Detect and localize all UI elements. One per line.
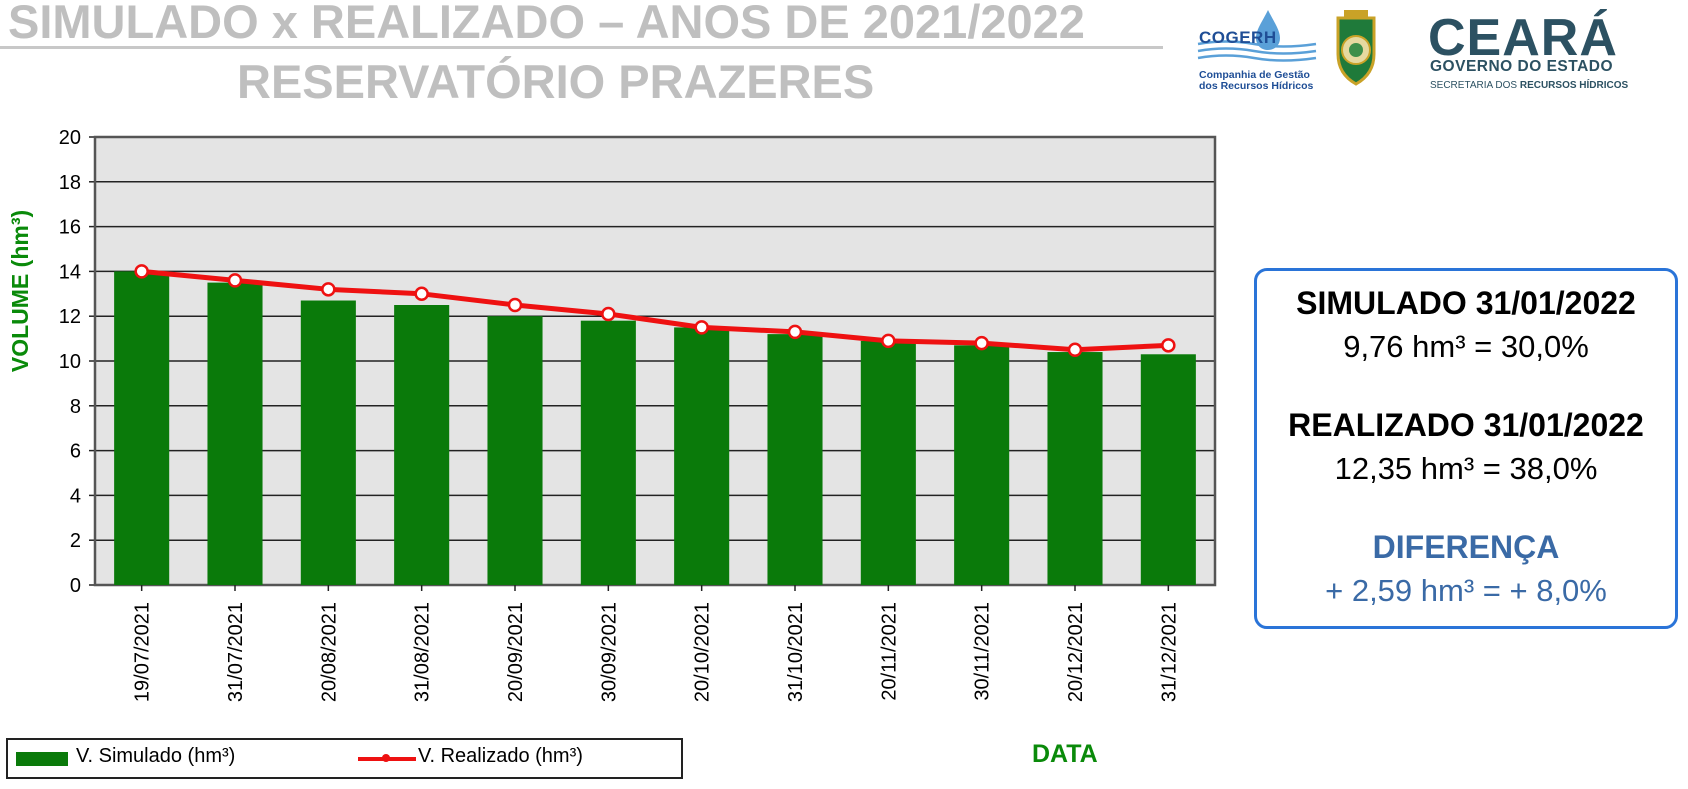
point-realizado [227, 273, 243, 288]
y-tick-label: 8 [70, 396, 81, 418]
point-realizado [881, 333, 896, 349]
x-tick-label: 30/09/2021 [598, 602, 620, 702]
y-tick-label: 16 [59, 217, 81, 239]
x-tick-label: 30/11/2021 [972, 602, 994, 701]
bar-simulado [300, 300, 356, 585]
realizado-value: 12,35 hm³ = 38,0% [1334, 451, 1598, 486]
legend-swatch-simulado [16, 752, 68, 766]
bar-simulado [767, 334, 823, 585]
point-realizado [321, 282, 336, 297]
x-tick-label: 31/08/2021 [412, 602, 434, 702]
bar-simulado [1140, 354, 1196, 585]
bar-simulado [114, 271, 170, 585]
diferenca-title: DIFERENÇA [1372, 529, 1560, 565]
legend-label-simulado: V. Simulado (hm³) [76, 745, 236, 767]
page-title: SIMULADO x REALIZADO – ANOS DE 2021/2022 [8, 0, 1085, 48]
legend-label-realizado: V. Realizado (hm³) [418, 745, 583, 767]
y-tick-label: 0 [70, 575, 81, 597]
point-realizado [134, 264, 149, 279]
cogerh-sub-line1: Companhia de Gestão [1199, 69, 1310, 81]
ceara-gov-text: GOVERNO DO ESTADO [1430, 58, 1614, 75]
y-tick-label: 10 [59, 351, 81, 373]
y-tick-label: 6 [70, 441, 81, 463]
x-tick-label: 19/07/2021 [132, 602, 154, 702]
point-realizado [1067, 342, 1083, 358]
page-subtitle: RESERVATÓRIO PRAZERES [237, 55, 875, 108]
y-tick-label: 4 [70, 485, 81, 507]
y-tick-label: 20 [59, 127, 81, 149]
cogerh-logo-text: COGERH [1199, 28, 1277, 47]
plot-border [93, 135, 1217, 587]
line-realizado [141, 268, 1169, 353]
legend-marker-realizado [382, 754, 390, 762]
simulado-value: 9,76 hm³ = 30,0% [1343, 329, 1589, 364]
summary-box: SIMULADO 31/01/2022 9,76 hm³ = 30,0% REA… [1254, 268, 1678, 629]
bar-simulado [580, 320, 636, 585]
logos-graphic [1197, 10, 1376, 86]
point-realizado [601, 306, 616, 322]
ceara-sec-part1: SECRETARIA DOS [1430, 80, 1520, 91]
volume-chart: 0 2 4 6 8 10 12 14 16 18 20 19/07/2021 31/07/2021 20/… [7, 127, 1217, 702]
point-realizado [1161, 338, 1176, 353]
y-tick-label: 12 [59, 306, 81, 328]
state-seal-icon [1336, 10, 1376, 86]
bar-simulado [954, 345, 1010, 585]
y-tick-label: 2 [70, 530, 81, 552]
y-tick-label: 18 [59, 172, 81, 194]
title-divider [0, 46, 1163, 49]
diferenca-value: + 2,59 hm³ = + 8,0% [1325, 573, 1607, 608]
point-realizado [694, 320, 709, 335]
y-axis-label: VOLUME (hm³) [7, 210, 33, 372]
ceara-secretaria-text: SECRETARIA DOS RECURSOS HÍDRICOS [1430, 80, 1628, 91]
chart-legend: V. Simulado (hm³) V. Realizado (hm³) [6, 738, 683, 779]
x-tick-label: 20/11/2021 [878, 602, 900, 701]
point-realizado [787, 324, 803, 340]
x-tick-label: 31/10/2021 [785, 602, 807, 702]
bar-simulado [860, 340, 916, 585]
bar-simulado [674, 327, 730, 585]
point-realizado [507, 297, 523, 313]
bar-simulado [394, 305, 450, 585]
water-drop-icon [1256, 10, 1280, 50]
realizado-title: REALIZADO 31/01/2022 [1288, 407, 1644, 443]
bar-simulado [1047, 352, 1103, 585]
x-tick-label: 31/07/2021 [225, 602, 247, 702]
x-tick-label: 31/12/2021 [1158, 602, 1180, 702]
x-tick-label: 20/10/2021 [692, 602, 714, 702]
ceara-logo-text: CEARÁ [1428, 9, 1618, 67]
point-realizado [974, 335, 989, 351]
x-tick-label: 20/08/2021 [318, 602, 340, 702]
ceara-sec-part2: RECURSOS HÍDRICOS [1519, 80, 1629, 91]
cogerh-logo-subtitle: Companhia de Gestão dos Recursos Hídrico… [1199, 70, 1313, 92]
x-tick-label: 20/09/2021 [505, 602, 527, 702]
bar-simulado [487, 316, 543, 585]
point-realizado [414, 286, 429, 302]
x-axis-label: DATA [1032, 740, 1098, 768]
bar-simulado [207, 282, 263, 585]
x-tick-label: 20/12/2021 [1065, 602, 1087, 702]
simulado-title: SIMULADO 31/01/2022 [1296, 285, 1636, 321]
y-tick-label: 14 [59, 261, 81, 283]
cogerh-sub-line2: dos Recursos Hídricos [1199, 80, 1314, 92]
